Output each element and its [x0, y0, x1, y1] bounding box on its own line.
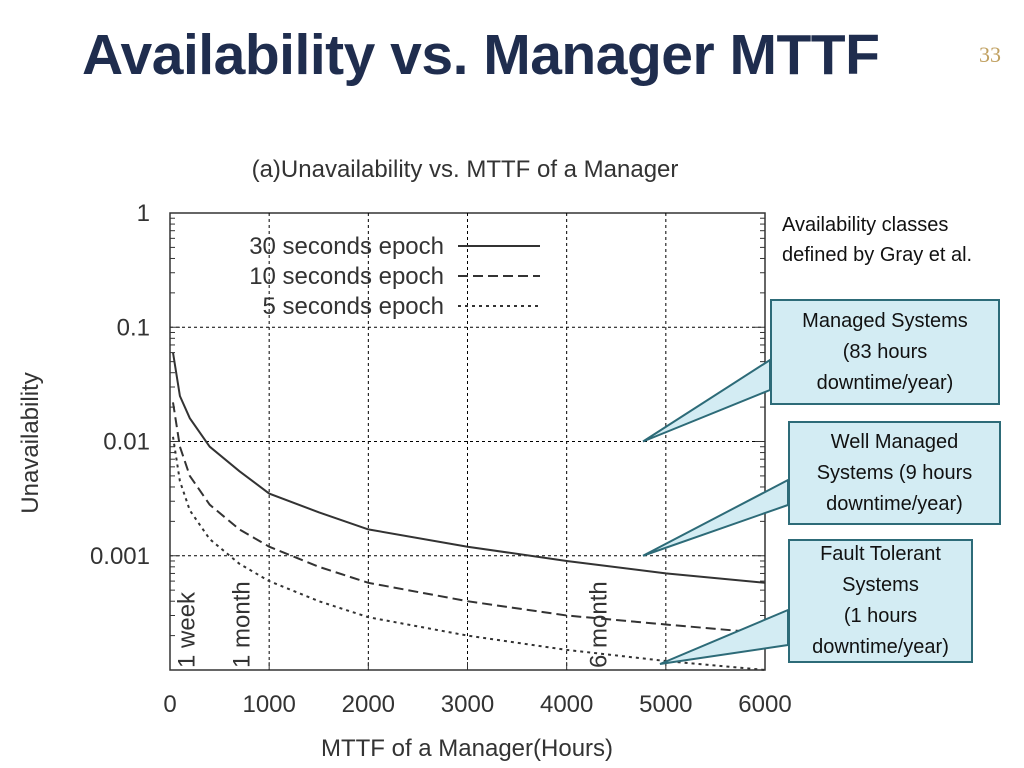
- y-tick-label: 0.1: [117, 314, 150, 341]
- legend: 30 seconds epoch 10 seconds epoch 5 second…: [249, 233, 540, 320]
- x-axis-label: MTTF of a Manager(Hours): [321, 735, 613, 762]
- series-line: [172, 402, 766, 635]
- callout-line: Well Managed: [830, 430, 959, 453]
- axis-ticks: 0 1000 2000 3000 4000 5000 6000 1 0.1 0.01 0.001: [90, 200, 792, 718]
- y-tick-label: 1: [137, 200, 150, 227]
- callout-line: (83 hours: [842, 340, 928, 363]
- legend-label: 30 seconds epoch: [249, 233, 444, 260]
- series-line: [172, 436, 766, 671]
- callout-line: Systems (9 hours: [816, 461, 973, 484]
- callout-line: Fault Tolerant: [820, 543, 941, 565]
- series-line: [172, 352, 766, 584]
- grid: [170, 213, 765, 670]
- x-tick-label: 1000: [242, 691, 295, 718]
- legend-label: 5 seconds epoch: [263, 293, 444, 320]
- callout-well-managed-systems: Well Managed Systems (9 hours downtime/y…: [788, 421, 1001, 525]
- x-tick-label: 0: [163, 691, 176, 718]
- legend-label: 10 seconds epoch: [249, 263, 444, 290]
- callout-fault-tolerant-systems: Fault Tolerant Systems (1 hours downtime…: [788, 539, 973, 663]
- x-tick-label: 2000: [342, 691, 395, 718]
- vertical-markers: 1 week 1 month 6 month: [174, 581, 613, 668]
- marker-label: 1 month: [228, 581, 255, 668]
- y-tick-label: 0.001: [90, 543, 150, 570]
- chart-title: (a)Unavailability vs. MTTF of a Manager: [252, 156, 679, 183]
- callout-managed-systems: Managed Systems (83 hours downtime/year): [770, 299, 1000, 405]
- availability-classes-note: Availability classes defined by Gray et …: [782, 210, 972, 270]
- marker-label: 1 week: [174, 591, 201, 668]
- callout-line: downtime/year): [816, 371, 954, 394]
- x-tick-label: 5000: [639, 691, 692, 718]
- callout-line: downtime/year): [812, 636, 949, 658]
- marker-label: 6 month: [585, 581, 612, 668]
- slide-title: Availability vs. Manager MTTF: [82, 23, 880, 87]
- y-tick-label: 0.01: [103, 429, 150, 456]
- x-tick-label: 6000: [738, 691, 791, 718]
- note-line-1: Availability classes: [782, 214, 949, 236]
- note-line-2: defined by Gray et al.: [782, 244, 973, 266]
- series-lines: [172, 352, 766, 671]
- callout-line: Systems: [842, 574, 919, 596]
- callout-line: downtime/year): [826, 492, 963, 515]
- x-tick-label: 4000: [540, 691, 593, 718]
- x-tick-label: 3000: [441, 691, 494, 718]
- slide-number: 33: [979, 42, 1001, 67]
- y-axis-label: Unavailability: [17, 372, 44, 513]
- callout-line: (1 hours: [843, 605, 918, 627]
- callout-line: Managed Systems: [802, 309, 968, 332]
